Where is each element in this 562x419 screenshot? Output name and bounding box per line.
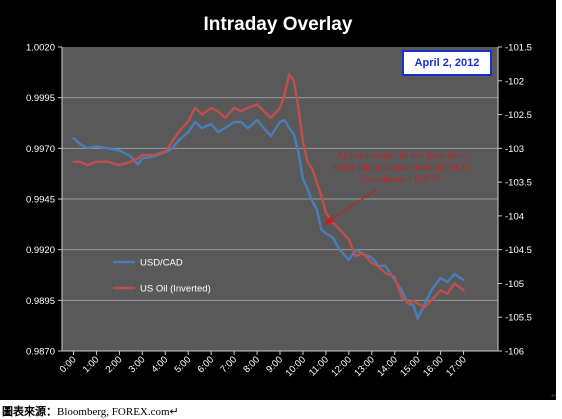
chart-frame: 1.0020 0.9995 0.9970 0.9945 0.9920 0.9895 0.98…	[0, 0, 556, 400]
x-axis-tick-label: 11:00	[307, 354, 331, 378]
right-axis-tick-label: -106	[505, 347, 524, 358]
legend-label: US Oil (Inverted)	[140, 284, 211, 295]
x-axis-tick-label: 1:00	[81, 354, 102, 375]
x-axis-tick-label: 3:00	[127, 354, 148, 375]
date-label-box: April 2, 2012	[402, 50, 492, 76]
series-line-0	[72, 118, 465, 320]
x-axis-tick-label: 0:00	[58, 354, 79, 375]
source-colon: ：	[46, 406, 57, 418]
legend-label: USD/CAD	[140, 258, 183, 269]
right-axis-tick-label: -103	[505, 144, 524, 155]
left-axis-tick-label: 0.9920	[26, 245, 55, 256]
x-axis-tick-label: 7:00	[218, 354, 239, 375]
left-axis-tick-label: 0.9995	[26, 93, 55, 104]
annotation-line: nearly identical since midnight (ET)	[332, 163, 470, 173]
right-axis-tick-label: -104.5	[505, 245, 532, 256]
right-axis-tick-label: -103.5	[505, 178, 532, 189]
chart-title: Intraday Overlay	[203, 14, 353, 35]
x-axis-tick-label: 12:00	[329, 354, 354, 379]
annotation-arrowhead	[322, 216, 334, 226]
x-axis-tick-label: 2:00	[104, 354, 125, 375]
left-axis-tick-label: 1.0020	[26, 43, 55, 54]
x-axis-tick-label: 13:00	[352, 354, 377, 379]
right-axis-tick-label: -105.5	[505, 313, 532, 324]
x-axis-tick-label: 9:00	[264, 354, 285, 375]
return-mark-icon: ↵	[169, 406, 179, 418]
x-axis-tick-label: 15:00	[398, 354, 423, 379]
left-axis-tick-label: 0.9895	[26, 296, 55, 307]
right-axis-tick-label: -101.5	[505, 43, 532, 54]
return-mark-icon: ↵	[551, 393, 557, 400]
x-axis-tick-label: 4:00	[150, 354, 171, 375]
x-axis-tick-label: 6:00	[195, 354, 216, 375]
x-axis-tick-label: 14:00	[375, 354, 400, 379]
source-label: 圖表來源	[2, 406, 46, 418]
annotation-arrow-shaft	[325, 189, 377, 224]
x-axis-tick-label: 16:00	[421, 354, 446, 379]
left-axis-tick-label: 0.9945	[26, 195, 55, 206]
source-text: Bloomberg, FOREX.com	[57, 406, 170, 418]
right-axis-tick-label: -105	[505, 279, 524, 290]
x-axis-tick-label: 10:00	[283, 354, 308, 379]
correlation-annotation: As you can see the two have been nearly …	[296, 150, 506, 186]
series-line-1	[72, 72, 465, 309]
right-axis-tick-label: -102	[505, 76, 524, 87]
right-axis-tick-label: -102.5	[505, 110, 532, 121]
left-axis-tick-label: 0.9870	[26, 347, 55, 358]
source-line: 圖表來源：Bloomberg, FOREX.com↵	[2, 403, 179, 419]
annotation-line: Correlation = 0.9775	[361, 175, 441, 185]
chart-canvas: 1.0020 0.9995 0.9970 0.9945 0.9920 0.9895 0.98…	[26, 43, 532, 379]
x-axis-tick-label: 5:00	[172, 354, 193, 375]
x-axis-tick-label: 17:00	[444, 354, 469, 379]
annotation-line: As you can see the two have been	[336, 151, 466, 161]
left-axis-tick-label: 0.9970	[26, 144, 55, 155]
right-axis-tick-label: -104	[505, 211, 524, 222]
x-axis-tick-label: 8:00	[241, 354, 262, 375]
